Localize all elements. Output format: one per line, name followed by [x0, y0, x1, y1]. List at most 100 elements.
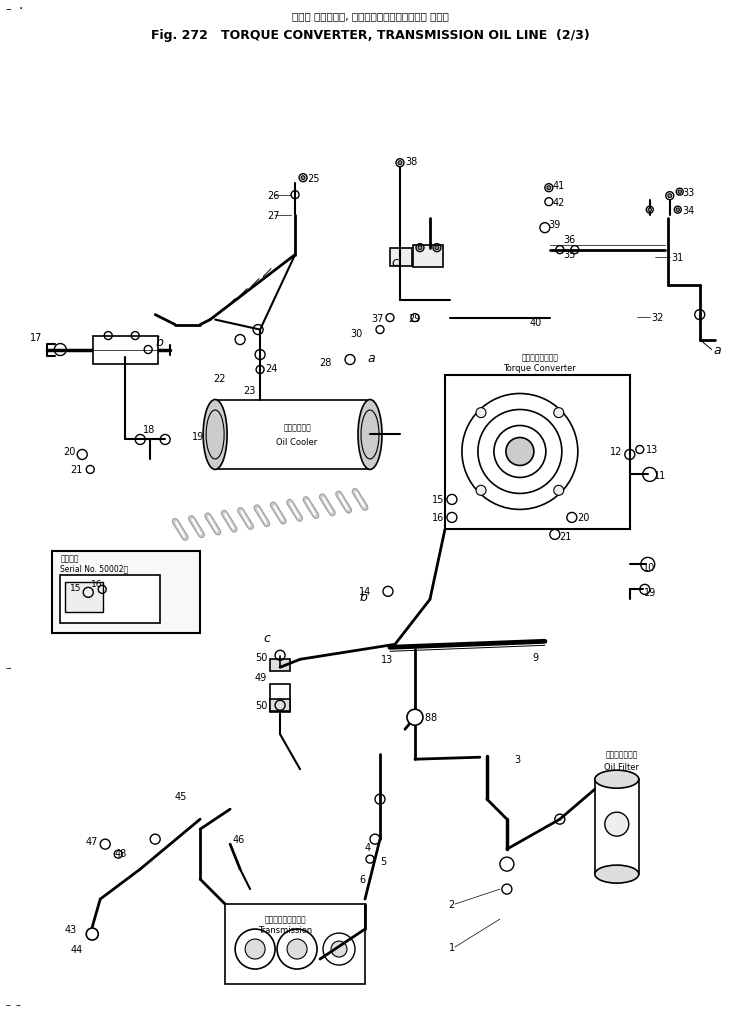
- Text: 47: 47: [86, 836, 98, 846]
- Text: 40: 40: [530, 317, 542, 328]
- Bar: [595, 779, 638, 875]
- Text: 5: 5: [380, 856, 386, 866]
- Text: b: b: [360, 590, 368, 604]
- Text: 24: 24: [265, 363, 277, 373]
- Bar: [390, 249, 412, 266]
- Text: 6: 6: [359, 875, 365, 885]
- Text: 10: 10: [643, 563, 655, 573]
- Circle shape: [407, 710, 423, 726]
- Text: c: c: [263, 631, 270, 644]
- Text: 20: 20: [577, 513, 589, 523]
- Text: Serial No. 50002～: Serial No. 50002～: [61, 563, 129, 572]
- Text: 16: 16: [91, 579, 103, 588]
- Text: 13: 13: [646, 445, 658, 455]
- Circle shape: [605, 813, 629, 836]
- Text: 適用号機: 適用号機: [61, 553, 79, 562]
- Text: 49: 49: [255, 672, 267, 682]
- Text: 37: 37: [372, 313, 384, 324]
- Text: オイルクーラ: オイルクーラ: [283, 423, 311, 432]
- Circle shape: [676, 208, 679, 212]
- Text: 21: 21: [559, 532, 571, 542]
- Text: 8: 8: [430, 713, 436, 723]
- Text: 32: 32: [652, 312, 664, 323]
- Text: a: a: [367, 352, 375, 365]
- Text: 29: 29: [408, 313, 420, 324]
- Bar: [445, 375, 630, 530]
- Text: 46: 46: [232, 834, 245, 844]
- Bar: [413, 246, 443, 267]
- Ellipse shape: [203, 400, 227, 470]
- Circle shape: [418, 247, 422, 251]
- Text: 33: 33: [683, 187, 695, 197]
- Text: 23: 23: [243, 385, 256, 395]
- Ellipse shape: [595, 865, 638, 884]
- Text: a: a: [714, 344, 721, 357]
- Text: 8: 8: [424, 713, 430, 723]
- Text: 12: 12: [610, 447, 623, 457]
- Ellipse shape: [358, 400, 382, 470]
- Bar: [65, 582, 103, 613]
- Text: –: –: [5, 999, 10, 1009]
- Circle shape: [476, 486, 486, 495]
- Text: –: –: [16, 999, 20, 1009]
- Text: Transmission: Transmission: [258, 925, 312, 933]
- Circle shape: [678, 191, 681, 194]
- Text: 19: 19: [644, 587, 656, 598]
- Text: トルクコンバータ: トルクコンバータ: [521, 353, 559, 362]
- Text: オイルフィルタ: オイルフィルタ: [605, 750, 638, 759]
- Text: 35: 35: [563, 250, 575, 260]
- Text: c: c: [391, 256, 398, 269]
- Bar: [52, 552, 200, 634]
- Circle shape: [435, 247, 439, 251]
- Text: 42: 42: [553, 197, 565, 207]
- Bar: [93, 337, 158, 364]
- Text: 50: 50: [255, 701, 267, 711]
- Text: 38: 38: [405, 157, 418, 167]
- Text: 4: 4: [365, 842, 371, 852]
- Circle shape: [554, 486, 564, 495]
- Circle shape: [554, 408, 564, 419]
- Text: 20: 20: [63, 447, 75, 457]
- Text: Fig. 272   TORQUE CONVERTER, TRANSMISSION OIL LINE  (2/3): Fig. 272 TORQUE CONVERTER, TRANSMISSION …: [151, 29, 590, 42]
- Text: 13: 13: [381, 655, 393, 664]
- Circle shape: [398, 162, 402, 166]
- Text: 18: 18: [143, 425, 155, 435]
- Text: 43: 43: [65, 924, 78, 934]
- Circle shape: [648, 208, 652, 212]
- Bar: [61, 576, 160, 624]
- Bar: [215, 400, 370, 470]
- Text: 27: 27: [268, 210, 280, 220]
- Circle shape: [668, 194, 672, 198]
- Text: –: –: [5, 662, 11, 672]
- Circle shape: [506, 438, 534, 466]
- Circle shape: [287, 939, 307, 959]
- Bar: [270, 684, 290, 713]
- Text: 34: 34: [683, 205, 695, 215]
- Text: 25: 25: [307, 174, 319, 184]
- Circle shape: [301, 177, 305, 181]
- Text: 21: 21: [70, 465, 82, 475]
- Text: 31: 31: [672, 253, 684, 263]
- Text: 3: 3: [514, 754, 520, 764]
- Bar: [270, 659, 290, 671]
- Text: 39: 39: [548, 219, 560, 229]
- Bar: [270, 700, 290, 712]
- Text: 17: 17: [30, 333, 42, 342]
- Text: 15: 15: [70, 583, 82, 592]
- Bar: [225, 904, 365, 984]
- Text: 19: 19: [192, 432, 205, 442]
- Text: 1: 1: [449, 942, 455, 952]
- Text: 50: 50: [255, 653, 267, 662]
- Text: 26: 26: [268, 190, 280, 200]
- Circle shape: [245, 939, 265, 959]
- Text: 14: 14: [358, 586, 371, 596]
- Text: 2: 2: [449, 899, 455, 909]
- Text: トルク コンバータ, トランスミッションオイル ライン: トルク コンバータ, トランスミッションオイル ライン: [292, 11, 449, 21]
- Text: 9: 9: [533, 653, 539, 662]
- Text: 11: 11: [654, 471, 666, 481]
- Text: 44: 44: [71, 944, 84, 954]
- Text: Torque Converter: Torque Converter: [503, 364, 576, 373]
- Circle shape: [86, 928, 98, 940]
- Text: 15: 15: [432, 495, 444, 504]
- Text: Oil Cooler: Oil Cooler: [276, 438, 318, 447]
